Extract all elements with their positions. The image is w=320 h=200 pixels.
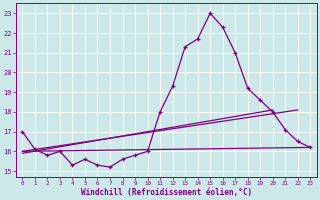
X-axis label: Windchill (Refroidissement éolien,°C): Windchill (Refroidissement éolien,°C)	[81, 188, 252, 197]
